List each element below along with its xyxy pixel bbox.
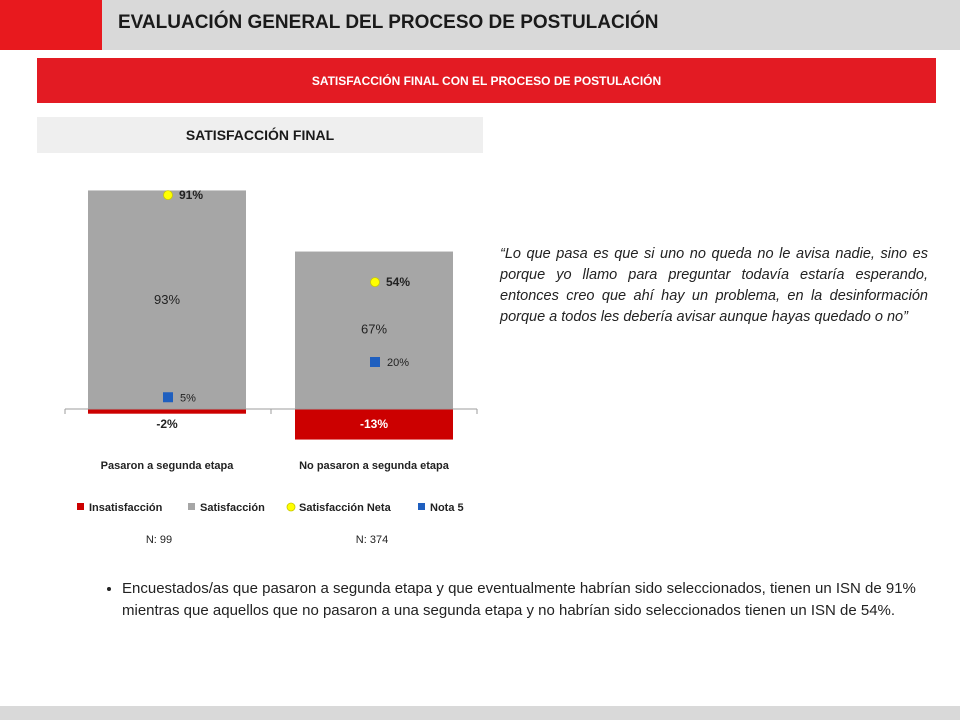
legend-label: Satisfacción [200, 502, 265, 514]
point-nota-5 [163, 392, 173, 403]
footer-bar [0, 706, 960, 720]
label-nota-5: 20% [387, 357, 409, 369]
section-title: SATISFACCIÓN FINAL CON EL PROCESO DE POS… [311, 73, 662, 88]
satisfaction-chart: 93% -2% 91% 5% Pasaron a segunda etapa N: 99 6… [64, 188, 478, 546]
legend-label: Nota 5 [430, 502, 464, 514]
respondent-quote: “Lo que pasa es que si uno no queda no l… [500, 246, 928, 325]
bar-insatisfaccion [295, 409, 453, 440]
legend-label: Insatisfacción [89, 502, 163, 514]
legend-label: Satisfacción Neta [299, 502, 392, 514]
bar-insatisfaccion [88, 409, 246, 414]
category-label: Pasaron a segunda etapa [101, 460, 235, 472]
legend-marker [77, 503, 84, 510]
summary-note: Encuestados/as que pasaron a segunda eta… [90, 578, 930, 622]
header-accent [0, 0, 102, 50]
point-nota-5 [370, 357, 380, 367]
point-satisfaccion-neta [163, 190, 173, 201]
sample-size: N: 374 [356, 534, 388, 546]
legend-marker [286, 502, 296, 512]
category-label: No pasaron a segunda etapa [299, 460, 450, 472]
label-insatisfaccion: -2% [156, 417, 178, 431]
label-satisfaccion-neta: 54% [386, 275, 410, 289]
label-nota-5: 5% [180, 392, 196, 404]
bar-satisfaccion [88, 190, 246, 409]
page-title: EVALUACIÓN GENERAL DEL PROCESO DE POSTUL… [118, 12, 659, 33]
legend-marker [188, 503, 195, 510]
label-insatisfaccion: -13% [360, 417, 388, 431]
summary-bullet: Encuestados/as que pasaron a segunda eta… [122, 578, 930, 622]
section-banner: SATISFACCIÓN FINAL CON EL PROCESO DE POS… [37, 58, 936, 103]
subsection-title: SATISFACCIÓN FINAL [185, 127, 335, 143]
point-satisfaccion-neta [370, 277, 380, 287]
label-satisfaccion: 93% [154, 292, 180, 307]
legend-marker [418, 503, 425, 510]
subsection-header: SATISFACCIÓN FINAL [37, 117, 483, 153]
header-bar: EVALUACIÓN GENERAL DEL PROCESO DE POSTUL… [0, 0, 960, 50]
label-satisfaccion-neta: 91% [179, 188, 203, 202]
label-satisfaccion: 67% [361, 321, 387, 336]
sample-size: N: 99 [146, 534, 172, 546]
